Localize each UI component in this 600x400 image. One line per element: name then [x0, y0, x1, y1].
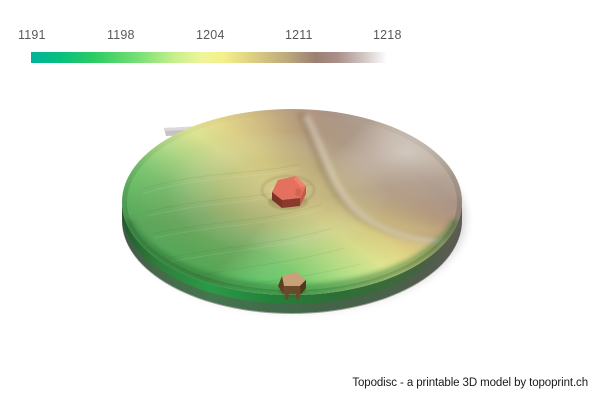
tan-building-marker [278, 272, 306, 300]
topodisc-svg [122, 109, 466, 314]
disc-rim [122, 202, 462, 314]
elevation-legend: 1191 1198 1204 1211 1218 [0, 28, 600, 68]
colorbar-tick-2: 1204 [196, 28, 225, 42]
colorbar-tick-0: 1191 [18, 28, 46, 42]
footer-credit: Topodisc - a printable 3D model by topop… [352, 377, 588, 389]
red-building-marker [268, 176, 308, 210]
colorbar-tick-3: 1211 [285, 28, 313, 42]
colorbar-tick-1: 1198 [107, 28, 135, 42]
colorbar-svg [31, 52, 387, 63]
colorbar-gradient-bar [31, 50, 387, 63]
colorbar-tick-4: 1218 [373, 28, 402, 42]
colorbar-tick-labels: 1191 1198 1204 1211 1218 [0, 28, 600, 46]
topodisc-render [0, 80, 600, 350]
